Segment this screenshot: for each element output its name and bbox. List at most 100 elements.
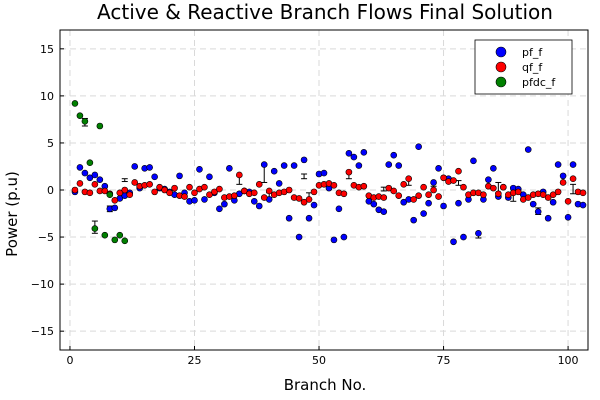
point-qf-f bbox=[420, 183, 427, 191]
x-tick-label: 0 bbox=[66, 354, 73, 367]
point-pf-f bbox=[420, 210, 427, 217]
point-pf-f bbox=[340, 233, 348, 241]
point-pfdc-f bbox=[76, 112, 84, 119]
point-qf-f bbox=[500, 183, 507, 191]
point-pfdc-f bbox=[86, 159, 94, 167]
point-qf-f bbox=[405, 175, 412, 183]
point-qf-f bbox=[255, 181, 263, 188]
point-pf-f bbox=[350, 153, 358, 161]
point-qf-f bbox=[216, 185, 223, 193]
point-pf-f bbox=[275, 180, 283, 187]
point-pf-f bbox=[91, 171, 99, 179]
point-qf-f bbox=[191, 189, 198, 197]
point-pf-f bbox=[305, 214, 313, 222]
point-qf-f bbox=[151, 188, 158, 196]
point-qf-f bbox=[524, 194, 532, 201]
x-tick-label: 50 bbox=[312, 354, 326, 367]
point-pf-f bbox=[191, 197, 198, 204]
point-pf-f bbox=[355, 162, 363, 169]
point-qf-f bbox=[265, 187, 273, 195]
point-qf-f bbox=[156, 183, 163, 191]
point-pf-f bbox=[86, 174, 94, 182]
point-qf-f bbox=[390, 187, 398, 195]
point-pf-f bbox=[524, 146, 532, 153]
point-qf-f bbox=[440, 174, 447, 182]
point-qf-f bbox=[241, 187, 248, 195]
point-pfdc-f bbox=[71, 100, 79, 107]
legend-marker-qf-f bbox=[495, 61, 507, 73]
point-pf-f bbox=[345, 149, 353, 157]
point-pf-f bbox=[380, 208, 388, 215]
point-pf-f bbox=[96, 176, 104, 183]
point-pf-f bbox=[221, 200, 228, 208]
point-pf-f bbox=[131, 163, 139, 170]
legend-marker-pfdc-f bbox=[495, 76, 507, 88]
point-qf-f bbox=[480, 191, 487, 199]
point-pf-f bbox=[544, 214, 552, 222]
point-qf-f bbox=[91, 181, 99, 188]
point-qf-f bbox=[549, 191, 557, 199]
point-qf-f bbox=[579, 189, 587, 197]
point-qf-f bbox=[201, 183, 208, 191]
point-pf-f bbox=[111, 204, 119, 212]
point-qf-f bbox=[400, 181, 407, 188]
point-pf-f bbox=[534, 208, 542, 215]
point-qf-f bbox=[455, 167, 462, 175]
y-tick-label: 5 bbox=[47, 137, 54, 150]
point-qf-f bbox=[310, 188, 318, 196]
point-qf-f bbox=[305, 196, 313, 203]
y-tick-label: 10 bbox=[40, 90, 54, 103]
point-pfdc-f bbox=[111, 236, 119, 244]
point-pf-f bbox=[385, 161, 393, 168]
point-qf-f bbox=[410, 196, 417, 203]
point-qf-f bbox=[544, 194, 552, 201]
point-qf-f bbox=[495, 190, 502, 198]
series-pfdc-f bbox=[71, 100, 129, 245]
legend-box bbox=[474, 39, 573, 95]
y-tick-label: −15 bbox=[31, 325, 54, 338]
point-qf-f bbox=[450, 177, 457, 184]
point-pf-f bbox=[455, 199, 462, 207]
axis-ticks: 0 25 50 75 100 −15 −10 −5 0 5 10 15 bbox=[31, 43, 579, 367]
point-qf-f bbox=[126, 191, 134, 199]
point-pf-f bbox=[280, 162, 288, 169]
point-qf-f bbox=[231, 192, 238, 199]
point-qf-f bbox=[181, 193, 188, 200]
y-tick-label: 15 bbox=[40, 43, 54, 56]
point-qf-f bbox=[564, 197, 572, 205]
y-tick-label: 0 bbox=[47, 184, 54, 197]
point-pf-f bbox=[395, 162, 403, 169]
point-qf-f bbox=[345, 168, 353, 176]
point-qf-f bbox=[146, 181, 153, 188]
point-pf-f bbox=[285, 214, 293, 222]
point-qf-f bbox=[161, 186, 168, 194]
point-pf-f bbox=[579, 201, 587, 209]
point-pf-f bbox=[435, 165, 442, 172]
point-qf-f bbox=[415, 192, 422, 199]
point-pfdc-f bbox=[121, 237, 129, 245]
point-pf-f bbox=[151, 173, 158, 181]
legend-label-pfdc-f: pfdc_f bbox=[522, 76, 556, 89]
chart-title: Active & Reactive Branch Flows Final Sol… bbox=[97, 0, 553, 24]
legend-label-qf-f: qf_f bbox=[522, 61, 543, 74]
point-pfdc-f bbox=[96, 122, 104, 130]
point-pfdc-f bbox=[81, 117, 89, 125]
point-pf-f bbox=[300, 156, 308, 164]
point-qf-f bbox=[430, 186, 437, 194]
point-pf-f bbox=[360, 149, 368, 156]
point-pf-f bbox=[564, 213, 572, 221]
point-pf-f bbox=[76, 164, 84, 171]
point-pf-f bbox=[415, 143, 422, 151]
point-qf-f bbox=[71, 186, 79, 194]
point-pfdc-f bbox=[106, 191, 114, 199]
point-pf-f bbox=[290, 162, 298, 169]
point-pfdc-f bbox=[116, 231, 124, 239]
point-qf-f bbox=[260, 194, 268, 201]
point-pf-f bbox=[196, 165, 203, 173]
point-pf-f bbox=[146, 164, 153, 171]
point-qf-f bbox=[86, 189, 94, 197]
point-pf-f bbox=[549, 198, 557, 206]
point-pf-f bbox=[370, 200, 378, 208]
point-pf-f bbox=[440, 202, 447, 210]
